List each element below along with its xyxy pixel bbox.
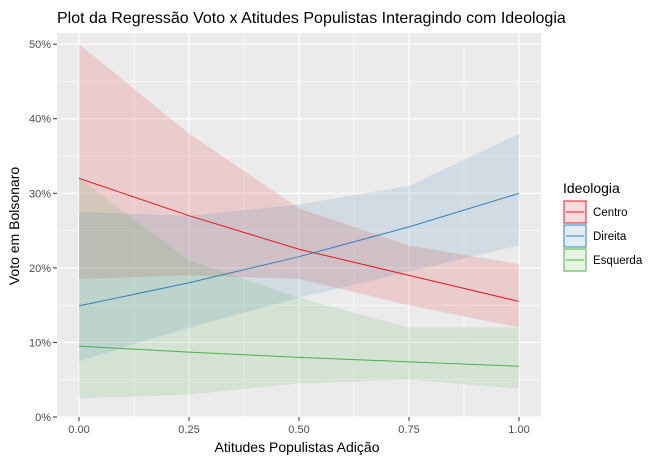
legend-label-esquerda: Esquerda (593, 255, 643, 267)
band-esquerda (79, 178, 519, 399)
legend-label-direita: Direita (593, 231, 627, 243)
series-lines (78, 177, 520, 367)
confidence-bands (79, 44, 519, 399)
y-tick-label: 10% (29, 337, 51, 349)
x-tick-label: 0.25 (178, 424, 199, 436)
grid-major (57, 33, 541, 418)
band-centro (79, 44, 519, 328)
y-axis-title: Voto em Bolsonaro (6, 167, 22, 286)
y-tick-label: 40% (29, 114, 51, 126)
y-tick-label: 20% (29, 263, 51, 275)
line-esquerda (78, 345, 520, 367)
x-tick-label: 0.50 (288, 424, 309, 436)
x-tick-label: 0.00 (68, 424, 89, 436)
line-direita (78, 192, 520, 307)
line-centro (78, 177, 520, 302)
chart-title: Plot da Regressão Voto x Atitudes Populi… (57, 10, 566, 27)
x-axis: 0.00 0.25 0.50 0.75 1.00 (68, 417, 530, 436)
y-axis: 0% 10% 20% 30% 40% 50% (29, 39, 57, 424)
legend-label-centro: Centro (593, 207, 628, 219)
y-tick-label: 30% (29, 188, 51, 200)
y-tick-label: 0% (35, 412, 51, 424)
band-direita (79, 133, 519, 362)
x-axis-title: Atitudes Populistas Adição (215, 439, 380, 455)
legend: Ideologia Centro Direita Esquerda (563, 180, 643, 272)
x-tick-label: 1.00 (508, 424, 529, 436)
y-tick-label: 50% (29, 39, 51, 51)
legend-title: Ideologia (563, 180, 620, 196)
x-tick-label: 0.75 (398, 424, 419, 436)
